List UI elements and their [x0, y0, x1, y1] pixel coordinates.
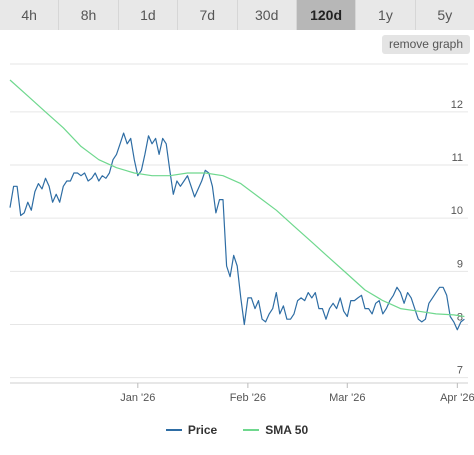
- y-tick-label: 11: [452, 152, 463, 164]
- tab-1y[interactable]: 1y: [356, 0, 416, 30]
- legend-item-sma[interactable]: SMA 50: [243, 423, 308, 437]
- chart-legend: Price SMA 50: [0, 420, 474, 440]
- tab-4h[interactable]: 4h: [0, 0, 60, 30]
- tab-120d[interactable]: 120d: [296, 0, 357, 30]
- legend-item-price[interactable]: Price: [165, 423, 218, 437]
- timeframe-tabs: 4h 8h 1d 7d 30d 120d 1y 5y: [0, 0, 474, 30]
- x-tick-label: Feb '26: [230, 392, 266, 404]
- tab-8h[interactable]: 8h: [59, 0, 119, 30]
- y-tick-label: 7: [457, 365, 463, 377]
- x-tick-label: Jan '26: [120, 392, 155, 404]
- x-tick-label: Mar '26: [329, 392, 365, 404]
- tab-5y[interactable]: 5y: [415, 0, 474, 30]
- y-tick-label: 10: [451, 205, 463, 217]
- y-tick-label: 8: [457, 312, 463, 324]
- y-tick-label: 9: [457, 258, 463, 270]
- tab-30d[interactable]: 30d: [237, 0, 297, 30]
- price-swatch: [165, 429, 182, 431]
- remove-graph-button[interactable]: remove graph: [382, 35, 470, 54]
- legend-label-sma: SMA 50: [265, 423, 309, 437]
- price-line: [9, 132, 465, 331]
- tab-7d[interactable]: 7d: [178, 0, 238, 30]
- legend-label-price: Price: [187, 423, 218, 437]
- sma-line: [9, 79, 465, 318]
- sma-swatch: [243, 429, 260, 431]
- x-tick-label: Apr '26: [440, 392, 474, 404]
- y-tick-label: 12: [451, 99, 463, 111]
- tab-1d[interactable]: 1d: [118, 0, 179, 30]
